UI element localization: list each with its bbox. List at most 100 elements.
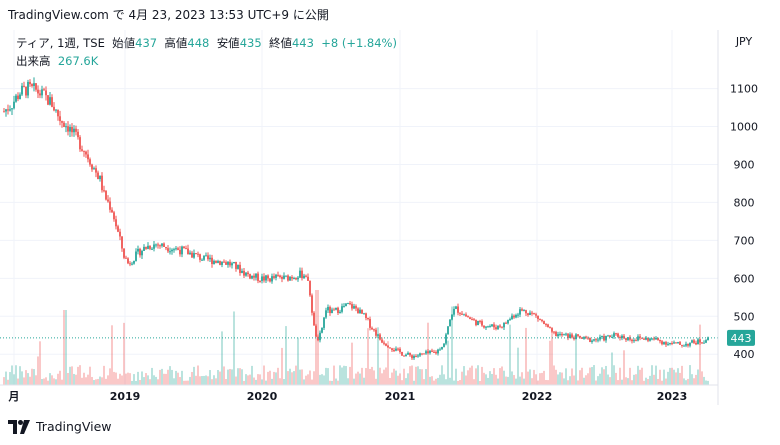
candle-body <box>681 344 683 346</box>
candle-body <box>21 85 23 95</box>
volume-bar <box>163 373 165 385</box>
volume-bar <box>571 368 573 385</box>
candle-body <box>691 340 693 343</box>
volume-bar <box>477 365 479 385</box>
candle-body <box>309 280 311 296</box>
time-axis[interactable]: 月 2019 2020 2021 2022 2023 <box>8 390 688 403</box>
volume-bar <box>255 379 257 385</box>
volume-bar <box>431 376 433 385</box>
candle-body <box>217 261 219 263</box>
candle-body <box>337 307 339 313</box>
price-tick: 400 <box>734 348 755 361</box>
candle-body <box>185 248 187 250</box>
candle-body <box>285 275 287 277</box>
candle-body <box>137 248 139 252</box>
volume-bar <box>67 373 69 385</box>
volume-bar <box>513 375 515 385</box>
candle-body <box>673 342 675 344</box>
volume-bar <box>389 377 391 385</box>
volume-bar <box>369 368 371 385</box>
candle-body <box>345 303 347 307</box>
time-tick: 2022 <box>522 390 553 403</box>
candle-body <box>225 262 227 265</box>
candle-body <box>89 159 91 165</box>
volume-bar <box>525 327 527 385</box>
candle-body <box>25 86 27 96</box>
candle-body <box>637 336 639 341</box>
price-axis[interactable]: 1100 1000 900 800 700 600 500 400 <box>730 83 758 362</box>
volume-bar <box>395 370 397 385</box>
volume-bar <box>29 376 31 385</box>
candle-body <box>111 209 113 213</box>
volume-bar <box>181 370 183 385</box>
volume-bar <box>445 379 447 385</box>
candle-body <box>247 272 249 275</box>
volume-bar <box>63 310 65 385</box>
candle-body <box>93 168 95 170</box>
candle-body <box>67 126 69 132</box>
volume-bar <box>85 377 87 385</box>
volume-bar <box>689 365 691 385</box>
candle-body <box>161 243 163 246</box>
candle-body <box>657 337 659 340</box>
volume-bar <box>415 366 417 385</box>
candle-body <box>551 328 553 332</box>
volume-bar <box>361 367 363 385</box>
candle-body <box>191 252 193 258</box>
candle-body <box>433 351 435 353</box>
volume-bar <box>409 366 411 385</box>
volume-bar <box>557 374 559 385</box>
volume-bar <box>261 379 263 385</box>
candle-body <box>705 340 707 343</box>
candle-body <box>109 201 111 210</box>
volume-bar <box>675 372 677 385</box>
volume-bar <box>49 373 51 385</box>
candle-body <box>659 339 661 342</box>
volume-bar <box>243 380 245 385</box>
volume-bar <box>685 380 687 385</box>
candle-body <box>627 337 629 341</box>
candle-body <box>287 275 289 281</box>
candle-body <box>127 258 129 264</box>
volume-bar <box>605 365 607 385</box>
candle-body <box>47 95 49 105</box>
volume-bar <box>97 378 99 385</box>
candle-body <box>295 277 297 280</box>
time-tick: 2021 <box>385 390 416 403</box>
candle-body <box>181 246 183 255</box>
volume-bar <box>101 377 103 385</box>
candle-body <box>179 249 181 255</box>
volume-bar <box>285 326 287 385</box>
volume-bar <box>9 372 11 385</box>
volume-bar <box>203 375 205 385</box>
candle-body <box>189 252 191 255</box>
candle-body <box>491 324 493 327</box>
candle-body <box>101 175 103 191</box>
volume-bar <box>245 374 247 385</box>
candle-body <box>699 339 701 343</box>
candle-body <box>43 89 45 91</box>
footer-brand[interactable]: TradingView <box>8 419 112 434</box>
candle-body <box>575 334 577 340</box>
volume-bar <box>533 369 535 385</box>
change-value: +8 (+1.84%) <box>321 36 397 50</box>
candle-body <box>589 337 591 342</box>
candle-body <box>695 342 697 345</box>
candle-body <box>245 272 247 276</box>
volume-bar <box>501 366 503 385</box>
candle-body <box>503 322 505 328</box>
low-label: 安値 <box>216 36 240 50</box>
volume-bar <box>311 379 313 385</box>
volume-bar <box>663 369 665 385</box>
volume-bar <box>247 375 249 385</box>
volume-bar <box>563 378 565 385</box>
candle-body <box>607 335 609 337</box>
candle-body <box>385 343 387 346</box>
volume-bar <box>691 374 693 385</box>
candle-body <box>395 348 397 351</box>
candle-body <box>275 274 277 278</box>
candle-body <box>157 244 159 246</box>
candle-body <box>439 349 441 351</box>
candle-body <box>195 253 197 255</box>
